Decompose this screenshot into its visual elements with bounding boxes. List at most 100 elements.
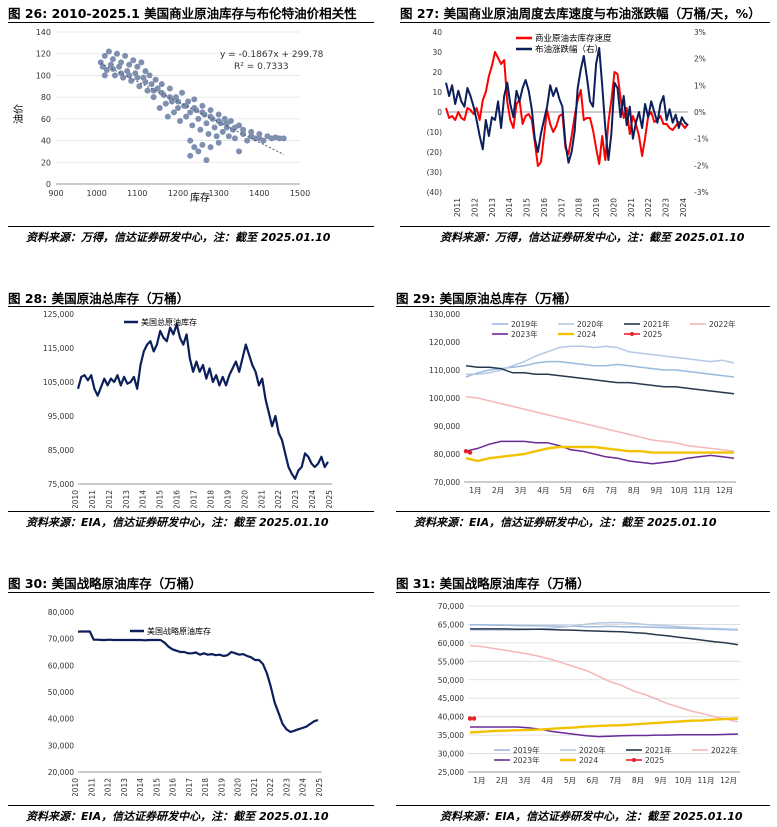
y-tick-label: 40 (41, 137, 51, 146)
y-axis-label: 油价 (12, 104, 25, 124)
fig31-title-rule (396, 592, 770, 593)
y-left-tick-label: 10 (432, 88, 442, 97)
fig27-title: 图 27: 美国商业原油周度去库速度与布油涨跌幅（万桶/天，%） (400, 6, 761, 21)
x-tick-label: 2016 (169, 778, 178, 796)
y-tick-label: 70,000 (438, 602, 464, 611)
fig31-source: 资料来源：EIA，信达证券研发中心，注：截至 2025.01.10 (440, 810, 743, 823)
fig29-source-rule (396, 511, 770, 512)
scatter-point (144, 87, 151, 94)
legend-label: 2024 (579, 756, 598, 765)
scatter-point (199, 141, 206, 148)
legend-label-spr-stock: 美国战略原油库存 (147, 626, 211, 636)
x-tick-label: 2023 (291, 490, 300, 508)
x-tick-label: 1500 (290, 189, 310, 198)
scatter-point (118, 59, 125, 66)
y-tick-label: 20,000 (48, 768, 74, 777)
y-right-tick-label: -3% (694, 188, 709, 197)
series-line (77, 630, 319, 734)
scatter-point (142, 78, 149, 85)
scatter-point (197, 126, 204, 133)
fig29-line-chart: 130,000 120,000 110,000 100,000 90,000 80,000… (429, 310, 736, 495)
scatter-point (146, 72, 153, 79)
fig26-title-rule (8, 22, 374, 23)
legend-label: 2024 (577, 330, 596, 339)
x-tick-label: 2023 (662, 198, 671, 217)
x-tick-label: 4月 (537, 486, 549, 495)
r-squared-label: R² = 0.7333 (234, 62, 289, 72)
x-tick-label: 2020 (234, 778, 243, 796)
fig26-scatter-chart: 0 20 40 60 80 100 120 140 900 1000 1100 1200 1300 14… (12, 28, 324, 204)
x-tick-label: 2010 (71, 490, 80, 508)
y-tick-label: 45,000 (438, 694, 464, 703)
x-tick-label: 2011 (88, 490, 97, 508)
scatter-point (126, 61, 133, 68)
series-line (469, 717, 739, 734)
x-tick-label: 4月 (541, 776, 553, 785)
x-tick-label: 2013 (120, 778, 129, 796)
y-tick-label: 105,000 (43, 378, 74, 387)
series-line (465, 365, 735, 395)
fig31-title: 图 31: 美国战略原油库存（万桶） (396, 576, 590, 591)
y-left-tick-label: (40) (427, 188, 442, 197)
y-left-tick-label: 20 (432, 68, 442, 77)
fig27-title-rule (400, 22, 770, 23)
x-tick-label: 12月 (720, 776, 737, 785)
y-tick-label: 130,000 (429, 310, 460, 319)
y-tick-label: 120 (36, 50, 51, 59)
legend-label: 2021年 (643, 319, 670, 329)
scatter-point (150, 94, 157, 101)
legend-label: 2025 (643, 330, 662, 339)
x-tick-label: 2018 (575, 198, 584, 217)
fig28-title-rule (8, 306, 374, 307)
scatter-point (148, 81, 155, 88)
series-line-brent-change (445, 47, 689, 164)
legend-label: 2021年 (645, 745, 672, 755)
x-tick-label: 11月 (693, 486, 710, 495)
y-tick-label: 25,000 (438, 768, 464, 777)
scatter-point (105, 48, 112, 55)
series-line (76, 323, 329, 480)
fig28-source-rule (8, 511, 374, 512)
scatter-point (207, 107, 214, 114)
scatter-point (183, 102, 190, 109)
x-tick-label: 3月 (515, 486, 527, 495)
scatter-point (138, 59, 145, 66)
x-tick-label: 2021 (250, 778, 259, 796)
y-tick-label: 85,000 (48, 446, 74, 455)
x-tick-label: 2022 (274, 490, 283, 508)
scatter-point (195, 115, 202, 122)
y-tick-label: 75,000 (48, 480, 74, 489)
scatter-point (134, 74, 141, 81)
x-tick-label: 1月 (469, 486, 481, 495)
x-tick-label: 2011 (453, 198, 462, 217)
x-tick-label: 2014 (505, 198, 514, 217)
x-tick-label: 2023 (282, 778, 291, 796)
x-tick-label: 1400 (249, 189, 269, 198)
scatter-point (179, 89, 186, 96)
x-tick-label: 2022 (644, 198, 653, 217)
scatter-point (175, 105, 181, 111)
x-tick-label: 2019 (223, 490, 232, 508)
scatter-point (118, 70, 125, 77)
scatter-point (187, 137, 194, 144)
x-tick-label: 8月 (632, 776, 644, 785)
fig30-title-rule (8, 592, 374, 593)
x-tick-label: 2021 (257, 490, 266, 508)
y-left-tick-label: 40 (432, 28, 442, 37)
y-tick-label: 50,000 (438, 676, 464, 685)
y-tick-label: 60,000 (438, 639, 464, 648)
scatter-point (199, 109, 206, 116)
x-tick-label: 2017 (557, 198, 566, 217)
scatter-point (142, 68, 149, 75)
y-tick-label: 80,000 (48, 608, 74, 617)
scatter-point (166, 85, 173, 92)
legend-label: 2019年 (511, 319, 538, 329)
y-tick-label: 55,000 (438, 657, 464, 666)
x-tick-label: 2013 (488, 198, 497, 217)
scatter-point (126, 72, 133, 79)
series-line (465, 440, 735, 465)
scatter-point (225, 133, 232, 140)
x-tick-label: 1000 (86, 189, 106, 198)
y-tick-label: 70,000 (48, 635, 74, 644)
series-marker (463, 449, 469, 454)
